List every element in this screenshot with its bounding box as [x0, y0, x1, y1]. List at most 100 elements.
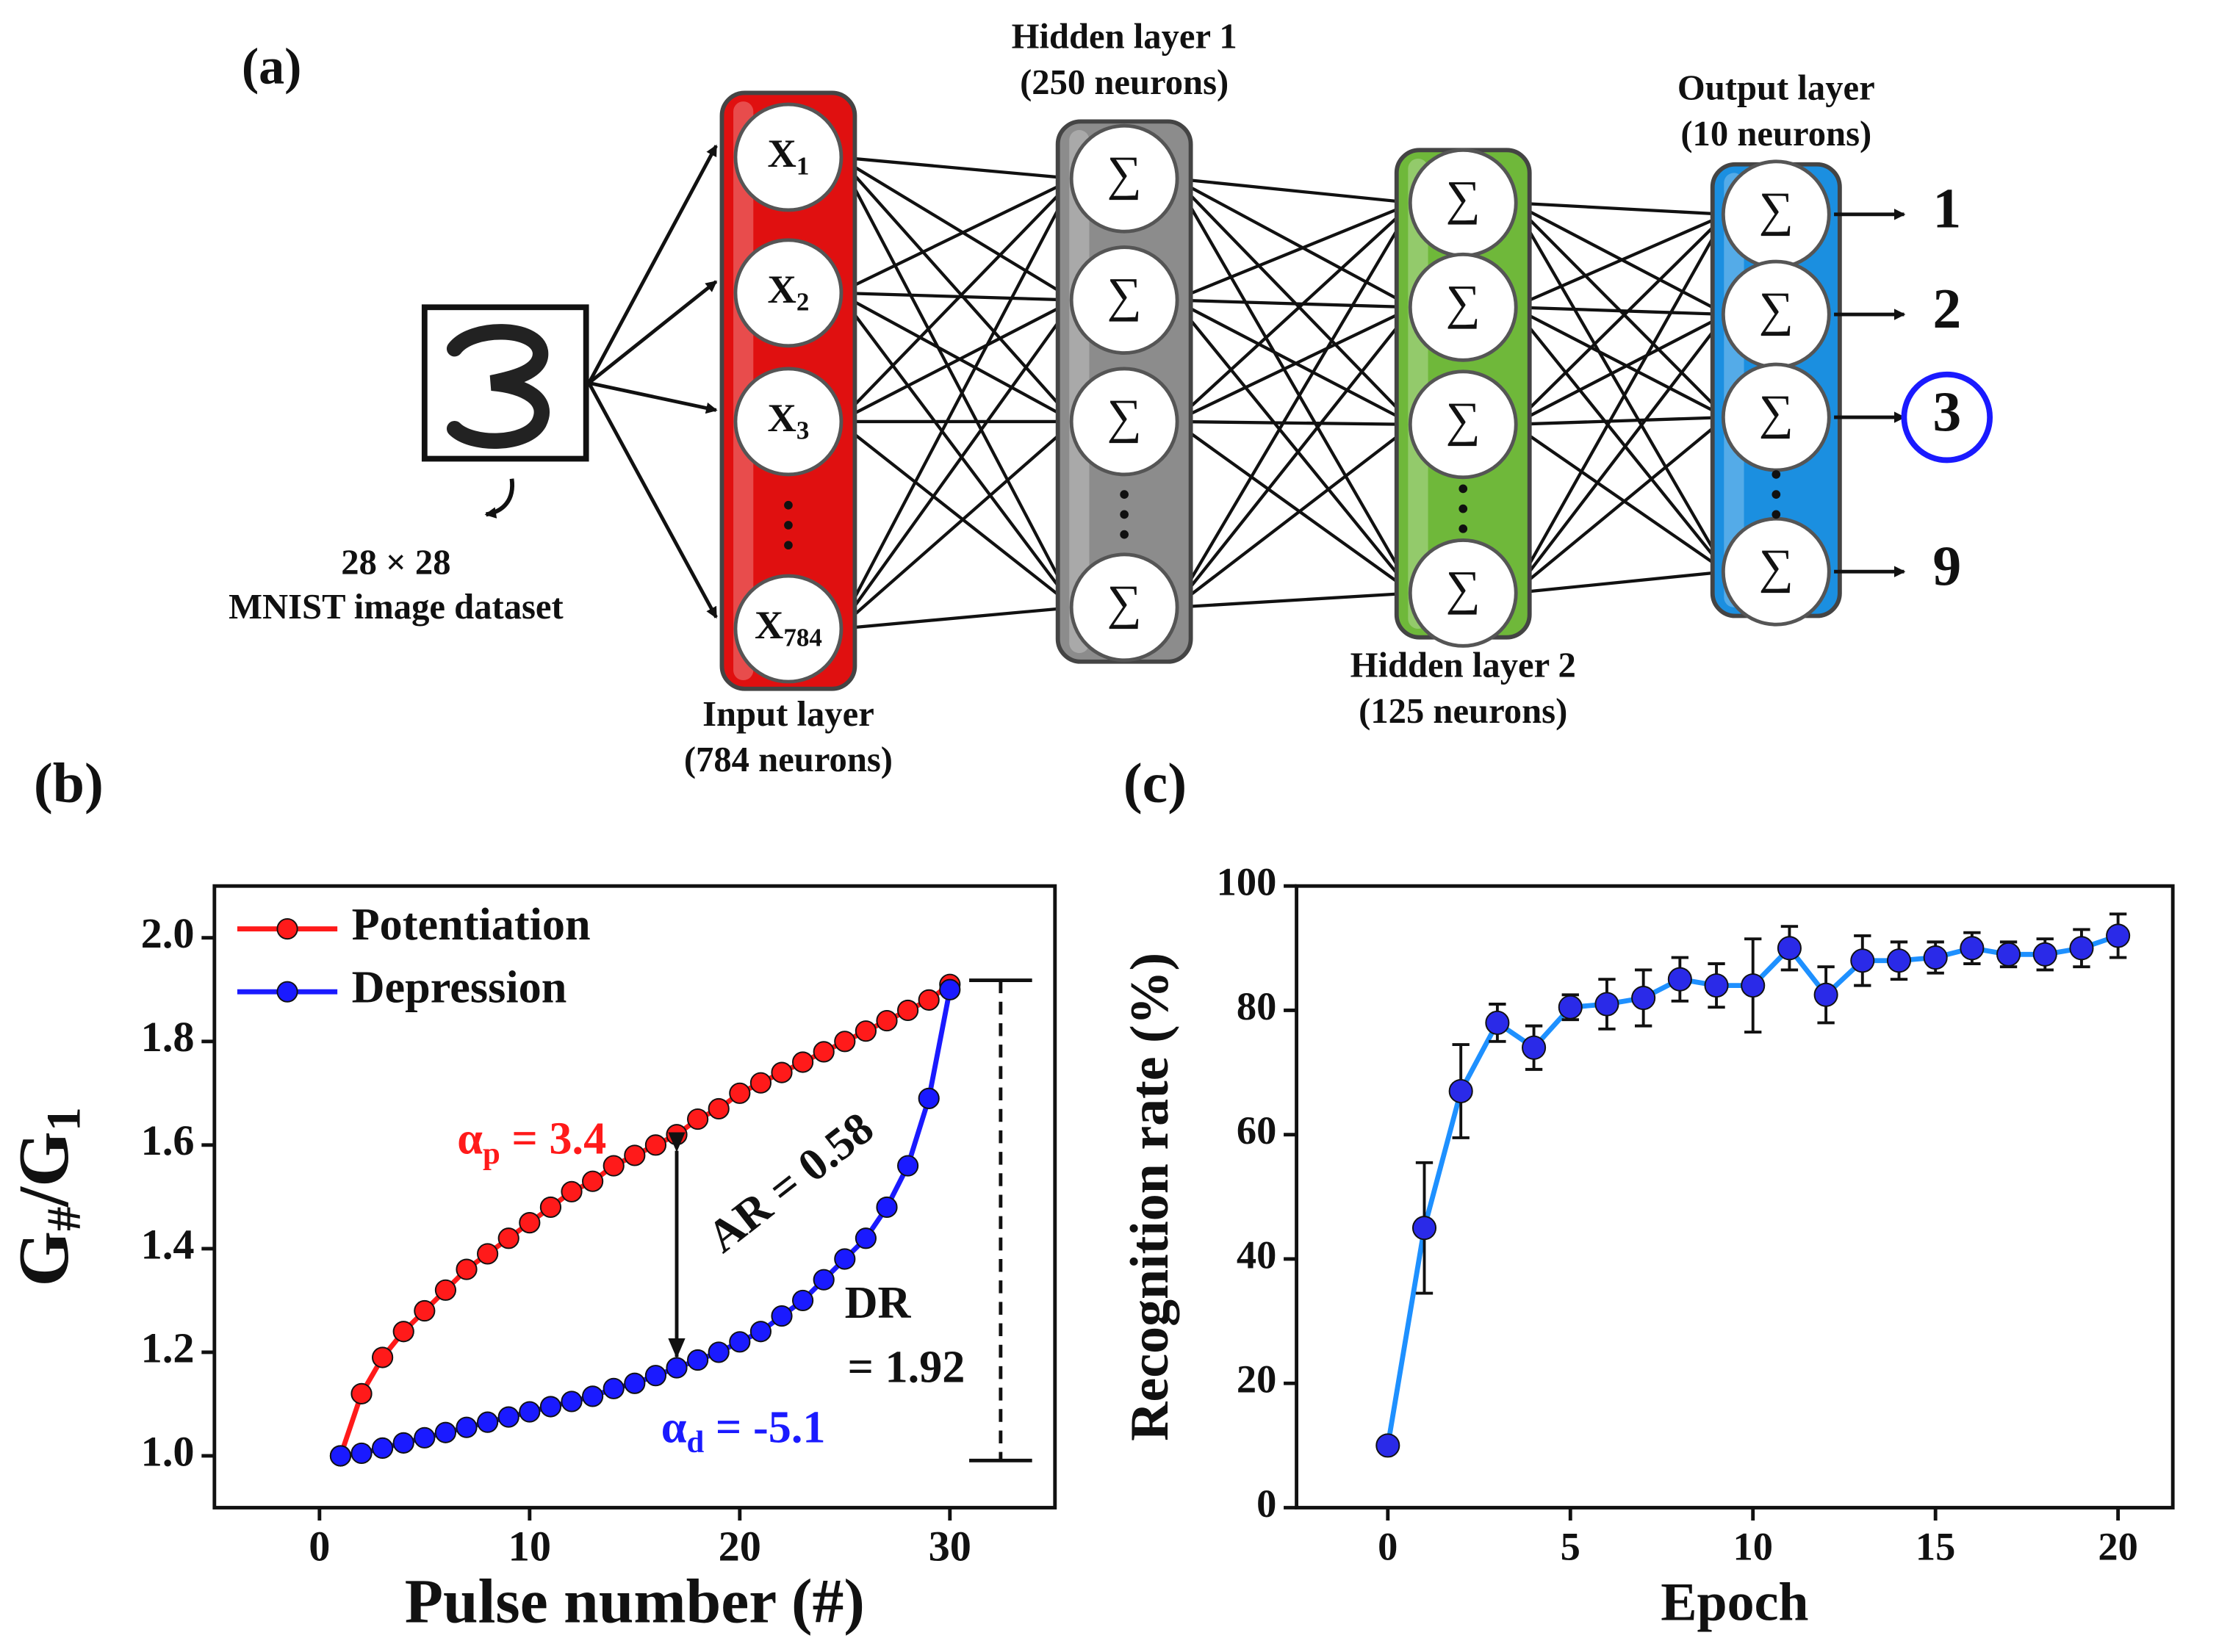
connection: [1174, 419, 1414, 426]
marker: [687, 1108, 709, 1130]
marker: [834, 1031, 856, 1053]
connection: [1173, 178, 1414, 594]
marker: [582, 1385, 604, 1407]
connection: [1511, 213, 1727, 426]
connection: [1511, 213, 1728, 594]
caption-arrow: [484, 478, 515, 519]
marker: [2069, 936, 2094, 961]
output-label: 1: [1932, 177, 1961, 240]
connection: [1513, 415, 1727, 426]
annotation-part: = 3.4: [500, 1114, 606, 1164]
legend-marker: [276, 981, 298, 1003]
marker: [771, 1305, 793, 1327]
y-tick-label: 0: [1256, 1481, 1276, 1526]
marker: [519, 1401, 541, 1423]
x-tick-label: 15: [1916, 1523, 1955, 1568]
marker: [813, 1041, 835, 1063]
marker: [708, 1097, 730, 1120]
neuron: [1408, 252, 1518, 362]
marker: [1558, 995, 1583, 1020]
connection: [1174, 298, 1414, 309]
marker: [414, 1299, 436, 1322]
connection: [1173, 299, 1414, 594]
connection: [1512, 201, 1727, 316]
input-arrow: [589, 381, 718, 414]
neuron: [733, 102, 844, 212]
y-tick-label: 80: [1237, 984, 1276, 1028]
annotation-subscript: d: [687, 1425, 705, 1460]
layer-title: (784 neurons): [684, 740, 893, 779]
y-axis-label: Recognition rate (%): [1119, 953, 1179, 1441]
marker: [813, 1269, 835, 1291]
marker: [1485, 1010, 1510, 1035]
connection: [837, 177, 1076, 423]
y-tick-label: 1.8: [141, 1013, 195, 1061]
neuron-label: ∑: [1446, 275, 1481, 329]
connection: [1174, 177, 1414, 205]
connection: [837, 299, 1076, 630]
connection: [1512, 313, 1727, 426]
neuron: [733, 367, 844, 477]
x-axis-label: Pulse number (#): [405, 1566, 865, 1636]
neuron-symbol: ∑: [1759, 283, 1794, 336]
neuron-label: X784: [755, 602, 822, 652]
neuron: [1069, 552, 1179, 663]
x-tick-label: 0: [309, 1522, 330, 1570]
neuron-label: ∑: [1759, 183, 1794, 237]
neuron-symbol: ∑: [1107, 390, 1142, 444]
marker: [372, 1346, 394, 1368]
annotation-part: = -5.1: [704, 1403, 825, 1453]
neuron-symbol: ∑: [1759, 540, 1794, 594]
marker: [792, 1051, 814, 1073]
neuron-symbol: ∑: [1759, 183, 1794, 237]
ellipsis-dot: [1772, 470, 1781, 479]
connection: [1173, 420, 1414, 595]
marker: [1704, 973, 1729, 998]
marker: [918, 989, 940, 1011]
neuron-label: ∑: [1107, 269, 1142, 322]
annotation-part: DR: [845, 1278, 912, 1328]
neuron-label: X1: [768, 131, 810, 181]
neuron-symbol: X: [768, 394, 796, 439]
y-tick-label: 2.0: [141, 909, 195, 957]
marker: [1631, 986, 1656, 1011]
panel-label: (b): [34, 751, 104, 815]
marker: [1741, 973, 1766, 998]
marker: [477, 1411, 499, 1433]
legend-marker: [276, 917, 298, 940]
marker: [855, 1020, 877, 1042]
neuron-subscript: 1: [796, 152, 810, 181]
marker: [1411, 1216, 1437, 1241]
output-highlight: [1901, 371, 1993, 464]
connection: [838, 291, 1076, 423]
neuron-subscript: 3: [796, 416, 810, 445]
annotation: DR: [845, 1278, 912, 1328]
neuron-label: ∑: [1446, 171, 1481, 225]
neuron-symbol: X: [768, 131, 796, 176]
marker: [644, 1365, 667, 1387]
marker: [2032, 942, 2057, 967]
y-tick-label: 1.2: [141, 1324, 195, 1371]
connection: [837, 178, 1076, 630]
legend-label: Potentiation: [352, 900, 591, 950]
marker: [392, 1432, 414, 1454]
marker: [624, 1144, 646, 1166]
marker: [687, 1349, 709, 1371]
marker: [1375, 1433, 1400, 1458]
y-tick-label: 1.6: [141, 1117, 195, 1164]
marker: [1667, 967, 1692, 992]
layer-title: Hidden layer 1: [1012, 17, 1237, 57]
neuron: [1069, 367, 1179, 477]
marker: [497, 1227, 519, 1249]
marker: [666, 1124, 688, 1146]
marker: [749, 1072, 771, 1094]
annotation-part: α: [457, 1114, 483, 1164]
neuron-symbol: ∑: [1446, 562, 1481, 616]
legend-label: Depression: [352, 962, 567, 1012]
marker: [729, 1331, 751, 1353]
connection: [838, 155, 1075, 181]
connection: [1173, 306, 1414, 609]
neuron: [1408, 538, 1518, 648]
connection: [1512, 212, 1727, 309]
marker: [582, 1170, 604, 1192]
